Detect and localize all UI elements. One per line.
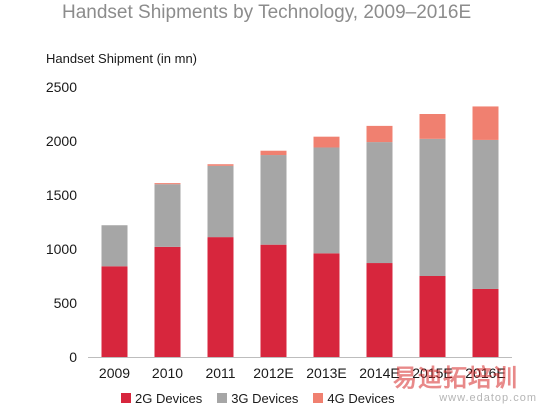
legend-item-3g: 3G Devices bbox=[217, 391, 298, 406]
bar-2g-2015E bbox=[419, 276, 446, 357]
x-tick-label: 2013E bbox=[306, 365, 346, 381]
legend-swatch-3g bbox=[217, 393, 228, 403]
bar-3g-2011 bbox=[207, 165, 234, 238]
y-tick-label: 0 bbox=[69, 349, 77, 365]
legend-swatch-2g bbox=[121, 393, 131, 403]
watermark-logo: 易迪拓培训 www.edatop.com bbox=[393, 366, 543, 408]
y-axis-label: Handset Shipment (in mn) bbox=[46, 51, 198, 66]
watermark-url: www.edatop.com bbox=[439, 392, 537, 404]
x-tick-label: 2014E bbox=[359, 365, 399, 381]
y-tick-label: 1500 bbox=[46, 187, 77, 203]
bar-2g-2014E bbox=[366, 263, 393, 357]
x-tick-label: 2012E bbox=[253, 365, 293, 381]
bar-4g-2013E bbox=[313, 136, 340, 148]
bar-4g-2016E bbox=[472, 106, 499, 140]
chart-title: Handset Shipments by Technology, 2009–20… bbox=[62, 2, 472, 23]
x-tick-label: 2016E bbox=[465, 365, 505, 381]
bar-4g-2010 bbox=[154, 183, 181, 185]
x-tick-label: 2010 bbox=[152, 365, 183, 381]
bar-2g-2009 bbox=[101, 266, 128, 357]
bar-2g-2011 bbox=[207, 237, 234, 357]
bar-4g-2012E bbox=[260, 150, 287, 156]
legend: 2G Devices 3G Devices 4G Devices bbox=[121, 390, 410, 406]
bar-3g-2014E bbox=[366, 142, 393, 264]
x-tick-label: 2015E bbox=[412, 365, 452, 381]
bar-3g-2009 bbox=[101, 225, 128, 267]
legend-swatch-4g bbox=[313, 393, 324, 403]
bar-3g-2012E bbox=[260, 155, 287, 245]
legend-item-2g: 2G Devices bbox=[121, 391, 202, 406]
bar-3g-2016E bbox=[472, 139, 499, 289]
bar-3g-2013E bbox=[313, 147, 340, 254]
bar-2g-2016E bbox=[472, 288, 499, 357]
legend-label-3g: 3G Devices bbox=[231, 390, 299, 406]
bar-4g-2011 bbox=[207, 164, 234, 166]
watermark-logo-text: 易迪拓培训 bbox=[393, 365, 518, 392]
y-tick-label: 1000 bbox=[46, 241, 77, 257]
bar-2g-2012E bbox=[260, 244, 287, 357]
y-axis-ticks: 0 500 1000 1500 2000 2500 bbox=[46, 79, 77, 365]
x-tick-label: 2009 bbox=[99, 365, 130, 381]
y-tick-label: 2500 bbox=[46, 79, 77, 95]
legend-item-4g: 4G Devices bbox=[313, 390, 395, 406]
bar-4g-2014E bbox=[366, 125, 393, 143]
bars bbox=[101, 106, 499, 357]
legend-label-2g: 2G Devices bbox=[135, 390, 203, 406]
bar-3g-2010 bbox=[154, 184, 181, 247]
y-tick-label: 500 bbox=[54, 295, 78, 311]
bar-4g-2015E bbox=[419, 114, 446, 139]
x-tick-label: 2011 bbox=[205, 365, 235, 381]
legend-label-4g: 4G Devices bbox=[327, 390, 395, 406]
bar-2g-2013E bbox=[313, 253, 340, 357]
y-tick-label: 2000 bbox=[46, 133, 77, 149]
bar-2g-2010 bbox=[154, 246, 181, 357]
bar-3g-2015E bbox=[419, 138, 446, 276]
x-axis-ticks: 2009 2010 2011 2012E 2013E 2014E 2015E 2016E bbox=[99, 365, 506, 381]
